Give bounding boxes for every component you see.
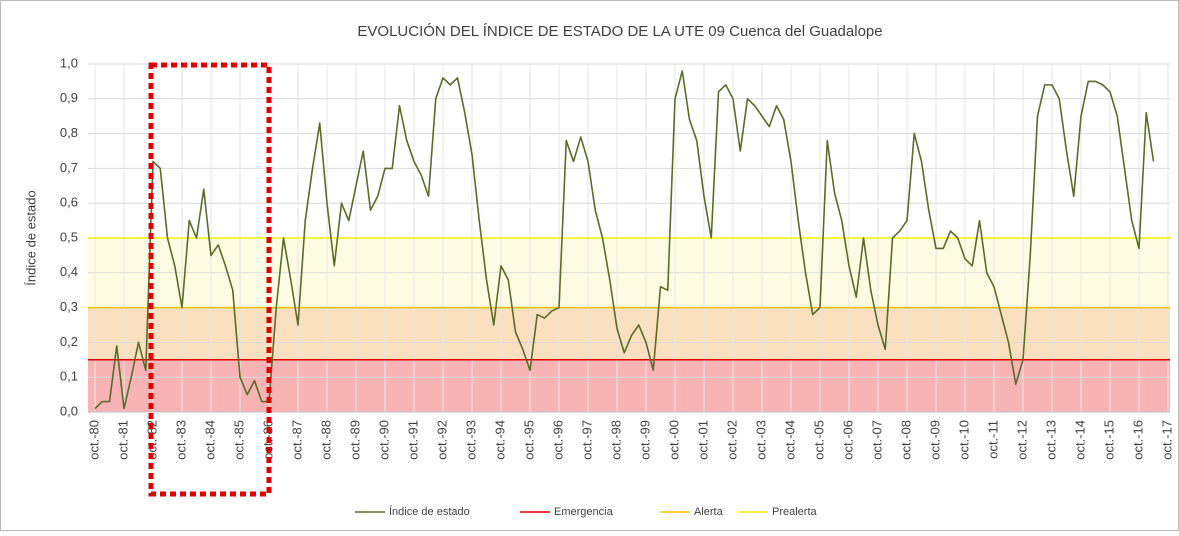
x-tick-label: oct.-13 <box>1043 420 1058 460</box>
y-tick-label: 0,6 <box>60 195 78 210</box>
x-tick-label: oct.-81 <box>115 420 130 460</box>
x-tick-label: oct.-07 <box>869 420 884 460</box>
x-tick-label: oct.-90 <box>376 420 391 460</box>
x-tick-label: oct.-92 <box>434 420 449 460</box>
y-axis-label: Índice de estado <box>23 190 38 285</box>
x-tick-label: oct.-12 <box>1014 420 1029 460</box>
x-tick-label: oct.-10 <box>956 420 971 460</box>
x-tick-label: oct.-89 <box>347 420 362 460</box>
y-tick-label: 0,7 <box>60 160 78 175</box>
x-tick-label: oct.-02 <box>724 420 739 460</box>
y-tick-label: 0,5 <box>60 229 78 244</box>
x-tick-label: oct.-93 <box>463 420 478 460</box>
x-tick-label: oct.-16 <box>1130 420 1145 460</box>
x-tick-label: oct.-96 <box>550 420 565 460</box>
x-tick-label: oct.-03 <box>753 420 768 460</box>
x-tick-label: oct.-09 <box>927 420 942 460</box>
x-tick-label: oct.-15 <box>1101 420 1116 460</box>
x-tick-label: oct.-99 <box>637 420 652 460</box>
y-tick-label: 0,1 <box>60 369 78 384</box>
y-tick-label: 0,4 <box>60 264 78 279</box>
y-tick-label: 0,8 <box>60 125 78 140</box>
x-tick-label: oct.-91 <box>405 420 420 460</box>
x-tick-label: oct.-00 <box>666 420 681 460</box>
x-tick-label: oct.-88 <box>318 420 333 460</box>
legend-label: Emergencia <box>554 506 614 518</box>
legend-label: Alerta <box>694 506 724 518</box>
x-tick-label: oct.-05 <box>811 420 826 460</box>
legend-label: Índice de estado <box>389 505 470 518</box>
x-tick-label: oct.-84 <box>202 420 217 460</box>
x-tick-label: oct.-06 <box>840 420 855 460</box>
x-tick-label: oct.-95 <box>521 420 536 460</box>
highlight-box <box>148 62 272 497</box>
threshold-band <box>88 307 1170 360</box>
x-tick-label: oct.-87 <box>289 420 304 460</box>
y-tick-label: 0,2 <box>60 334 78 349</box>
y-tick-label: 0,9 <box>60 90 78 105</box>
x-tick-label: oct.-11 <box>985 420 1000 459</box>
x-tick-label: oct.-82 <box>144 420 159 460</box>
x-tick-label: oct.-80 <box>86 420 101 460</box>
x-tick-label: oct.-08 <box>898 420 913 460</box>
x-tick-label: oct.-01 <box>695 420 710 460</box>
x-tick-label: oct.-94 <box>492 420 507 460</box>
y-tick-label: 0,0 <box>60 403 78 418</box>
y-tick-label: 0,3 <box>60 299 78 314</box>
x-tick-label: oct.-04 <box>782 420 797 460</box>
x-tick-label: oct.-98 <box>608 420 623 460</box>
threshold-band <box>88 359 1170 412</box>
x-tick-label: oct.-85 <box>231 420 246 460</box>
y-tick-label: 1,0 <box>60 55 78 70</box>
x-tick-label: oct.-83 <box>173 420 188 460</box>
legend-label: Prealerta <box>772 506 818 518</box>
x-tick-label: oct.-97 <box>579 420 594 460</box>
x-tick-label: oct.-17 <box>1159 420 1174 460</box>
chart-title: EVOLUCIÓN DEL ÍNDICE DE ESTADO DE LA UTE… <box>357 23 882 40</box>
x-tick-label: oct.-14 <box>1072 420 1087 460</box>
